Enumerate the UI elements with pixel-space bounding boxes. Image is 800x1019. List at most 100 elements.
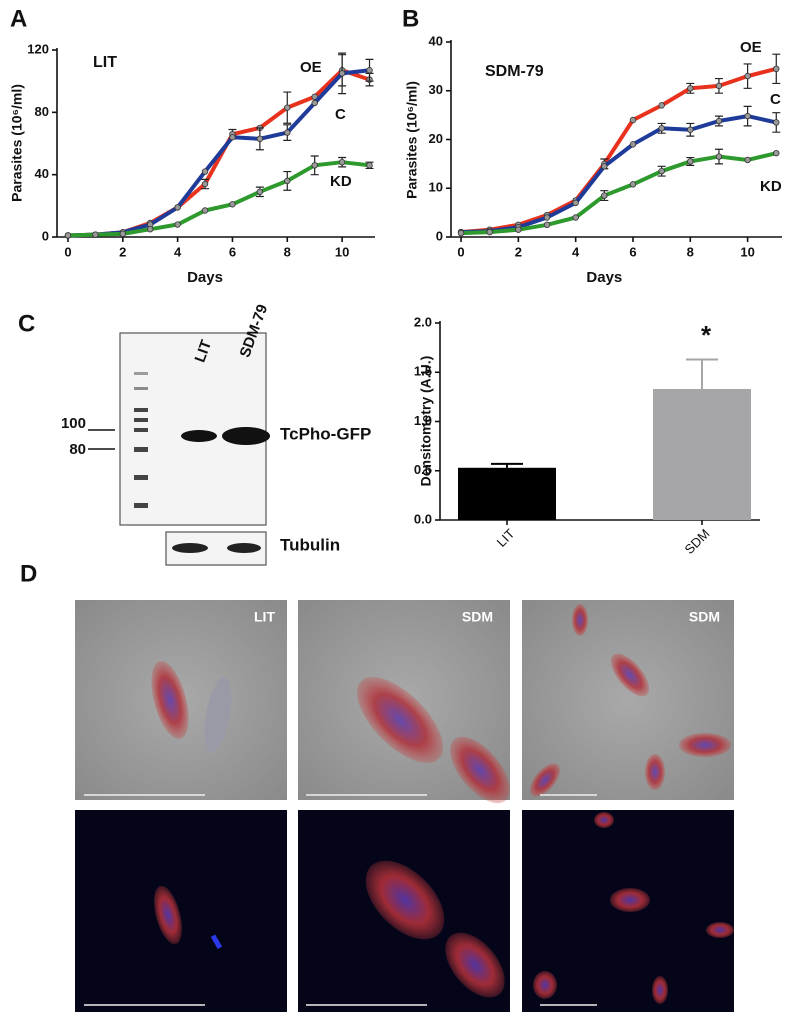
data-point: [366, 67, 373, 74]
data-point: [366, 162, 373, 169]
x-tick-label: 4: [174, 244, 182, 259]
y-tick-label: 30: [429, 82, 443, 97]
data-point: [715, 153, 723, 160]
micrographs: LIT SDM SDM: [75, 600, 734, 1012]
series-label: OE: [300, 59, 322, 76]
data-point: [201, 180, 209, 188]
x-tick-label: SDM: [682, 526, 713, 557]
y-tick-label: 0.5: [414, 462, 432, 477]
data-point: [338, 158, 346, 166]
y-tick-label: 1.5: [414, 364, 432, 379]
panel-label: C: [18, 310, 35, 337]
data-point: [229, 201, 236, 208]
annotation: *: [701, 320, 712, 350]
x-tick-label: 0: [457, 244, 464, 259]
data-point: [457, 229, 465, 237]
data-point: [773, 119, 780, 126]
x-tick-label: 8: [687, 244, 694, 259]
lane-label: LIT: [192, 338, 216, 365]
y-axis-title: Parasites (10⁶/ml): [9, 84, 25, 202]
data-point: [744, 72, 751, 80]
y-tick-label: 0.0: [414, 511, 432, 526]
series-label: KD: [760, 178, 782, 195]
data-point: [119, 230, 126, 238]
data-point: [92, 231, 99, 238]
y-axis-title: Parasites (10⁶/ml): [404, 81, 420, 199]
series-line: [460, 151, 777, 236]
data-point: [658, 167, 665, 175]
data-point: [311, 93, 318, 100]
marker-label: 100: [61, 415, 86, 432]
x-tick-label: 2: [119, 244, 126, 259]
data-point: [515, 226, 522, 233]
series-line: [67, 68, 370, 238]
series-label: C: [335, 106, 346, 123]
data-point: [543, 221, 551, 229]
y-tick-label: 80: [35, 104, 49, 119]
data-point: [311, 162, 318, 169]
x-tick-label: 0: [64, 244, 71, 259]
marker-label: 80: [69, 441, 86, 458]
data-point: [572, 214, 579, 221]
data-point: [201, 168, 209, 175]
x-tick-label: 4: [572, 244, 580, 259]
data-point: [147, 226, 154, 233]
bar: [458, 467, 556, 520]
data-point: [284, 129, 291, 136]
data-point: [715, 82, 723, 90]
y-tick-label: 40: [429, 33, 443, 48]
data-point: [715, 117, 723, 125]
x-axis-title: Days: [586, 269, 622, 286]
series-label: KD: [330, 173, 352, 190]
data-point: [543, 214, 551, 221]
x-tick-label: 10: [740, 244, 754, 259]
x-tick-label: 6: [629, 244, 636, 259]
data-point: [572, 199, 579, 207]
panel-label: B: [402, 5, 419, 32]
band-label: TcPho-GFP: [280, 424, 371, 443]
y-tick-label: 20: [429, 131, 443, 146]
x-tick-label: 6: [229, 244, 236, 259]
annotation: SDM-79: [485, 63, 544, 80]
loading-label: Tubulin: [280, 535, 340, 554]
data-point: [256, 135, 264, 143]
blot: LIT SDM-79 100 80 TcPho-GFP Tubulin: [61, 302, 371, 566]
series-line: [460, 114, 777, 235]
y-tick-label: 0: [436, 228, 443, 243]
series-line: [67, 160, 370, 238]
data-point: [629, 141, 637, 148]
data-point: [629, 181, 637, 188]
y-tick-label: 1.0: [414, 413, 432, 428]
data-point: [658, 102, 665, 109]
data-point: [311, 99, 318, 107]
data-point: [658, 125, 665, 132]
y-tick-label: 120: [27, 41, 49, 56]
y-tick-label: 40: [35, 166, 49, 181]
x-axis-title: Days: [187, 269, 223, 286]
data-point: [338, 70, 346, 77]
data-point: [486, 228, 493, 236]
data-point: [229, 134, 236, 141]
x-tick-label: 2: [515, 244, 522, 259]
data-point: [773, 149, 780, 157]
y-axis-title: Densitometry (A.U.): [418, 356, 434, 487]
micrograph-label: SDM: [689, 609, 720, 625]
micrograph-label: SDM: [462, 609, 493, 625]
annotation: LIT: [93, 54, 117, 71]
series-label: C: [770, 91, 781, 108]
data-point: [174, 221, 181, 228]
data-point: [601, 192, 608, 199]
data-point: [687, 158, 694, 165]
data-point: [174, 204, 181, 211]
series-line: [460, 66, 777, 235]
error-bar: [686, 358, 718, 389]
panel-label: D: [20, 560, 37, 587]
y-tick-label: 10: [429, 180, 443, 195]
y-tick-label: 2.0: [414, 314, 432, 329]
data-point: [687, 85, 694, 92]
panel-label: A: [10, 5, 27, 32]
data-point: [629, 116, 637, 124]
error-bar: [491, 462, 523, 468]
data-point: [687, 126, 694, 133]
